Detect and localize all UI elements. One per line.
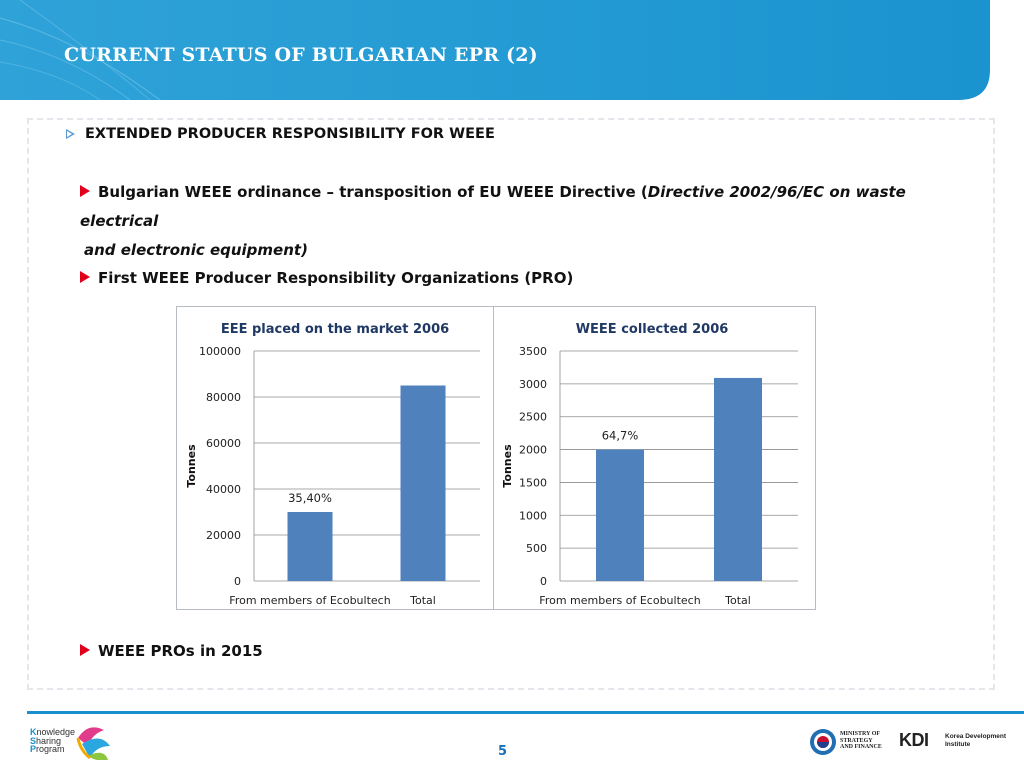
red-triangle-icon — [80, 185, 90, 197]
header-band: CURRENT STATUS OF BULGARIAN EPR (2) — [0, 0, 1024, 102]
y-tick-label: 20000 — [206, 529, 241, 542]
y-tick-label: 100000 — [199, 345, 241, 358]
section-heading-text: EXTENDED PRODUCER RESPONSIBILITY FOR WEE… — [85, 126, 495, 142]
ministry-emblem-icon — [810, 729, 836, 755]
data-label: 35,40% — [288, 491, 332, 505]
bullet-weee-ordinance: Bulgarian WEEE ordinance – transposition… — [80, 178, 970, 265]
y-tick-label: 80000 — [206, 391, 241, 404]
chart-title: WEEE collected 2006 — [576, 322, 729, 337]
data-label: 64,7% — [602, 429, 639, 443]
bullet-text: WEEE PROs in 2015 — [98, 642, 263, 660]
bullet-pros-2015: WEEE PROs in 2015 — [80, 637, 263, 666]
ministry-logo-text: MINISTRY OF STRATEGY AND FINANCE — [840, 731, 882, 750]
y-tick-label: 1000 — [519, 509, 547, 522]
x-tick-label: From members of Ecobultech — [229, 594, 390, 607]
bar-total — [400, 385, 446, 581]
bullet-italic-text-continued: and electronic equipment) — [84, 241, 308, 259]
bullet-italic-text: Directive 2002/96/EC on waste electrical — [80, 183, 906, 230]
y-axis-label: Tonnes — [501, 444, 514, 488]
y-tick-label: 1500 — [519, 476, 547, 489]
header-background — [0, 0, 990, 101]
kdi-logo: KDI — [899, 730, 929, 750]
section-heading: EXTENDED PRODUCER RESPONSIBILITY FOR WEE… — [66, 126, 495, 142]
bar-total — [714, 377, 762, 581]
bullet-first-pro: First WEEE Producer Responsibility Organ… — [80, 264, 573, 293]
y-tick-label: 3000 — [519, 378, 547, 391]
hollow-triangle-icon — [66, 129, 75, 139]
slide-title: CURRENT STATUS OF BULGARIAN EPR (2) — [64, 44, 538, 66]
kdi-logo-subtitle: Korea Development Institute — [945, 733, 1007, 748]
ksp-logo-text: Knowledge Sharing Program — [30, 727, 76, 754]
y-tick-label: 500 — [526, 542, 547, 555]
red-triangle-icon — [80, 271, 90, 283]
red-triangle-icon — [80, 644, 90, 656]
content-frame — [27, 118, 995, 690]
y-tick-label: 0 — [234, 575, 241, 588]
footer-line — [27, 711, 1024, 714]
chart-title: EEE placed on the market 2006 — [221, 322, 449, 337]
y-axis-label: Tonnes — [185, 444, 198, 488]
bar-ecobultech — [287, 512, 333, 581]
x-tick-label: Total — [724, 594, 751, 607]
chart-divider — [493, 307, 494, 609]
charts-svg: EEE placed on the market 200602000040000… — [185, 322, 798, 607]
bullet-lead-text: Bulgarian WEEE ordinance – transposition… — [98, 183, 648, 201]
y-tick-label: 3500 — [519, 345, 547, 358]
x-tick-label: Total — [409, 594, 436, 607]
y-tick-label: 2500 — [519, 411, 547, 424]
bar-ecobultech — [596, 449, 644, 581]
y-tick-label: 0 — [540, 575, 547, 588]
x-tick-label: From members of Ecobultech — [539, 594, 700, 607]
y-tick-label: 2000 — [519, 444, 547, 457]
charts-panel: EEE placed on the market 2006 0 20000 40000… — [176, 306, 816, 610]
ksp-logo-icon — [76, 727, 110, 760]
bullet-text: First WEEE Producer Responsibility Organ… — [98, 269, 574, 287]
y-tick-label: 40000 — [206, 483, 241, 496]
page-number: 5 — [498, 744, 508, 759]
y-tick-label: 60000 — [206, 437, 241, 450]
